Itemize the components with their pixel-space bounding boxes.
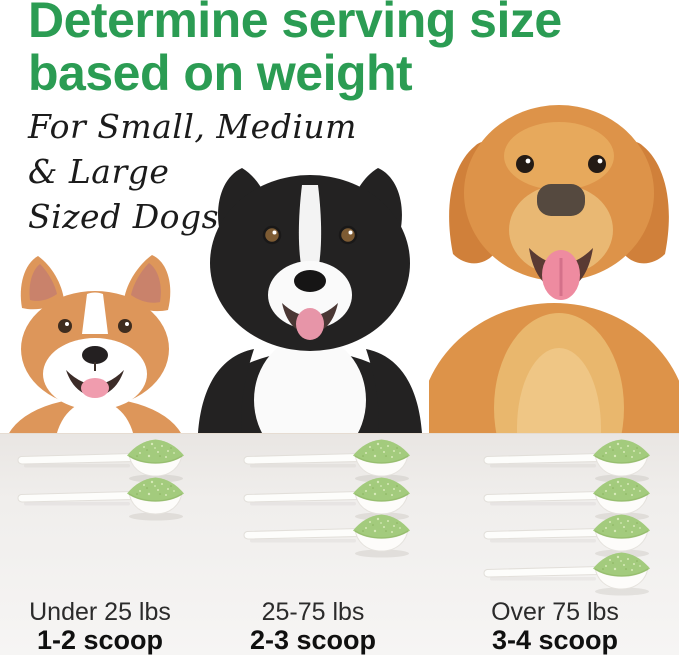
serving-column: Under 25 lbs 1-2 scoop: [0, 434, 210, 655]
measuring-scoop: [243, 439, 410, 483]
corgi-left-ear-inner: [29, 264, 57, 301]
serving-panel: Under 25 lbs 1-2 scoop: [0, 433, 679, 655]
scoop-count-label: 3-4 scoop: [491, 625, 619, 655]
golden-retriever-photo: [429, 105, 679, 433]
corgi-nose: [82, 346, 108, 364]
scoop-handle: [483, 527, 600, 540]
scoop-handle: [17, 452, 134, 465]
collie-left-shoulder: [198, 349, 254, 433]
corgi-left-eye: [58, 319, 72, 333]
scoop-powder: [353, 477, 410, 501]
scoop-powder: [593, 439, 650, 464]
measuring-scoop: [17, 439, 184, 483]
measuring-scoop: [483, 552, 650, 595]
golden-forehead: [504, 122, 614, 190]
scoop-handle: [243, 490, 360, 503]
measuring-scoop: [483, 477, 650, 520]
page-title: Determine serving size based on weight: [28, 0, 562, 100]
corgi-muzzle: [43, 338, 147, 410]
powder-speckles: [365, 517, 401, 533]
border-collie-photo: [198, 168, 422, 433]
scoop-powder: [353, 514, 410, 539]
powder-speckles: [605, 517, 641, 533]
powder-speckles: [139, 442, 175, 458]
title-line-1: Determine serving size: [28, 0, 562, 48]
measuring-scoop: [483, 514, 650, 558]
weight-range-label: Under 25 lbs: [29, 598, 171, 626]
subtitle-line-3: Sized Dogs: [28, 197, 220, 236]
collie-right-eye: [338, 225, 358, 245]
scoop-stack: [482, 434, 652, 600]
scoop-handle: [483, 452, 600, 465]
corgi-tongue: [81, 378, 109, 398]
scoop-shadow: [129, 512, 183, 520]
corgi-mouth: [66, 370, 124, 397]
scoop-powder: [593, 552, 650, 576]
golden-left-eye: [516, 155, 534, 173]
scoop-handle: [243, 527, 360, 540]
scoop-handle: [483, 565, 600, 578]
scoop-powder: [127, 439, 184, 464]
powder-speckles: [605, 480, 641, 496]
subtitle-line-2: & Large: [28, 152, 170, 191]
weight-range-label: 25-75 lbs: [261, 598, 365, 626]
collie-left-eye: [262, 225, 282, 245]
subtitle-line-1: For Small, Medium: [28, 107, 357, 146]
powder-speckles: [139, 480, 175, 496]
powder-speckles: [365, 442, 401, 458]
weight-range-label: Over 75 lbs: [491, 598, 619, 626]
powder-speckles: [365, 480, 401, 496]
scoop-powder: [353, 439, 410, 464]
collie-tongue: [296, 308, 324, 340]
serving-column: Over 75 lbs 3-4 scoop: [445, 434, 665, 655]
collie-nose: [294, 270, 326, 292]
measuring-scoop: [243, 514, 410, 558]
golden-muzzle: [509, 185, 613, 275]
measuring-scoop: [483, 439, 650, 483]
scoop-count-label: 1-2 scoop: [36, 625, 164, 655]
serving-columns: Under 25 lbs 1-2 scoop: [0, 434, 679, 655]
corgi-blaze: [82, 292, 108, 334]
collie-right-shoulder: [366, 349, 422, 433]
scoop-shadow: [595, 587, 649, 595]
powder-speckles: [605, 442, 641, 458]
corgi-right-ear-inner: [131, 263, 161, 303]
scoop-stack: [16, 434, 186, 600]
collie-blaze: [298, 185, 322, 265]
scoop-count-label: 2-3 scoop: [249, 625, 377, 655]
scoop-handle: [17, 490, 134, 503]
title-line-2: based on weight: [28, 45, 413, 101]
golden-nose: [537, 184, 585, 216]
scoop-powder: [127, 477, 184, 501]
scoop-powder: [593, 514, 650, 539]
subtitle: For Small, Medium & Large Sized Dogs: [28, 104, 357, 239]
scoop-stack: [242, 434, 412, 600]
scoop-shadow: [355, 549, 409, 558]
golden-right-eye: [588, 155, 606, 173]
measuring-scoop: [17, 477, 184, 520]
scoop-powder: [593, 477, 650, 501]
corgi-photo: [9, 255, 181, 433]
scoop-handle: [243, 452, 360, 465]
scoop-handle: [483, 490, 600, 503]
powder-speckles: [605, 555, 641, 571]
collie-chest: [254, 336, 366, 433]
serving-column: 25-75 lbs 2-3 scoop: [203, 434, 423, 655]
corgi-right-eye: [118, 319, 132, 333]
corgi-chest: [57, 400, 133, 433]
